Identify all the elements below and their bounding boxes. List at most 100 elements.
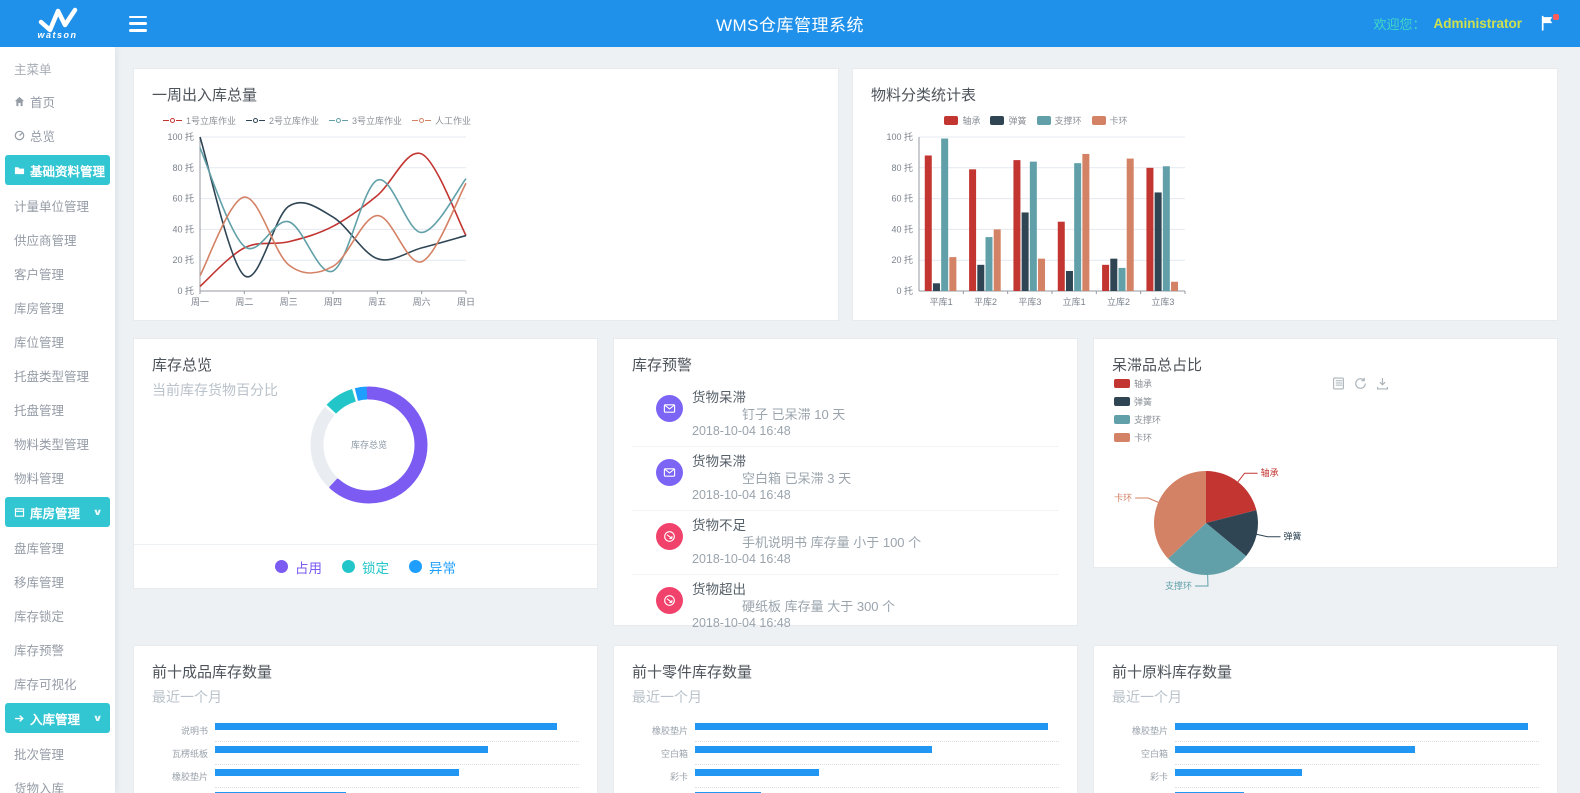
hbar-track xyxy=(695,719,1059,742)
sidebar-item-计量单位管理[interactable]: 计量单位管理 xyxy=(0,188,115,222)
bar-legend-marker xyxy=(1036,116,1051,125)
svg-text:周一: 周一 xyxy=(191,297,209,307)
donut-legend-占用[interactable]: 占用 xyxy=(275,557,322,577)
hbar-track xyxy=(1175,765,1539,788)
sidebar-item-库房管理[interactable]: 库房管理 xyxy=(0,290,115,324)
svg-text:40 托: 40 托 xyxy=(891,223,913,234)
sidebar-item-托盘类型管理[interactable]: 托盘类型管理 xyxy=(0,358,115,392)
sidebar-item-基础资料管理[interactable]: 基础资料管理 xyxy=(5,155,110,185)
brand-logo[interactable]: watson xyxy=(0,0,115,47)
hbar-row-空白箱: 空白箱 xyxy=(152,788,579,793)
raw-hbar-chart[interactable]: 橡胶垫片空白箱彩卡说明书 xyxy=(1112,719,1539,793)
alert-item-2[interactable]: 货物不足 手机说明书 库存量 小于 100 个 2018-10-04 16:48 xyxy=(632,511,1059,575)
donut-legend-异常[interactable]: 异常 xyxy=(409,557,456,577)
alert-item-1[interactable]: 货物呆滞 空白箱 已呆滞 3 天 2018-10-04 16:48 xyxy=(632,447,1059,511)
hbar-fill[interactable] xyxy=(1175,769,1303,776)
legend-item-卡环[interactable]: 卡环 xyxy=(1091,114,1128,127)
sidebar-item-库存预警[interactable]: 库存预警 xyxy=(0,632,115,666)
pie-legend-轴承[interactable]: 轴承 xyxy=(1114,377,1161,390)
legend-item-2号立库作业[interactable]: 2号立库作业 xyxy=(245,114,319,127)
card-title: 呆滞品总占比 xyxy=(1112,357,1203,374)
sidebar-item-移库管理[interactable]: 移库管理 xyxy=(0,564,115,598)
sidebar-item-客户管理[interactable]: 客户管理 xyxy=(0,256,115,290)
sidebar-item-库位管理[interactable]: 库位管理 xyxy=(0,324,115,358)
sidebar-item-货物入库[interactable]: 货物入库 xyxy=(0,770,115,793)
inventory-donut-chart[interactable]: 库存总览 xyxy=(294,370,444,520)
hbar-fill[interactable] xyxy=(215,769,459,776)
bar-支撑环-立库1 xyxy=(1074,163,1082,291)
username[interactable]: Administrator xyxy=(1433,16,1522,31)
sidebar-item-库存锁定[interactable]: 库存锁定 xyxy=(0,598,115,632)
sidebar-item-label: 总览 xyxy=(30,129,56,144)
card-stock-alerts: 库存预警 货物呆滞 钉子 已呆滞 10 天 2018-10-04 16:48 货物呆滞… xyxy=(613,338,1078,630)
donut-legend-锁定[interactable]: 锁定 xyxy=(342,557,389,577)
legend-item-人工作业[interactable]: 人工作业 xyxy=(412,114,471,127)
bar-弹簧-立库1 xyxy=(1065,270,1073,291)
pie-legend-卡环[interactable]: 卡环 xyxy=(1114,431,1161,444)
bar-chart-legend: 轴承 弹簧 支撑环 卡环 xyxy=(871,114,1201,127)
sidebar-item-供应商管理[interactable]: 供应商管理 xyxy=(0,222,115,256)
notification-flag-icon[interactable] xyxy=(1540,13,1559,33)
sidebar-item-入库管理[interactable]: 入库管理 ∨ xyxy=(5,703,110,733)
line-series-人工作业 xyxy=(199,182,467,276)
hbar-fill[interactable] xyxy=(1175,746,1416,753)
pie-legend-marker xyxy=(1114,415,1130,424)
sidebar-item-label: 库房管理 xyxy=(30,506,81,521)
folder-icon xyxy=(14,165,25,176)
hamburger-icon[interactable] xyxy=(129,15,151,32)
bar-轴承-立库2 xyxy=(1102,264,1110,291)
alert-time: 2018-10-04 16:48 xyxy=(692,488,791,502)
sidebar-item-物料管理[interactable]: 物料管理 xyxy=(0,460,115,494)
sidebar-item-首页[interactable]: 首页 xyxy=(0,84,115,118)
header-right: 欢迎您： Administrator xyxy=(1373,0,1559,47)
hbar-row-说明书: 说明书 xyxy=(1112,788,1539,793)
pie-legend-支撑环[interactable]: 支撑环 xyxy=(1114,413,1161,426)
alert-time: 2018-10-04 16:48 xyxy=(692,552,791,566)
sidebar-item-总览[interactable]: 总览 xyxy=(0,118,115,152)
legend-item-弹簧[interactable]: 弹簧 xyxy=(990,114,1027,127)
card-title: 一周出入库总量 xyxy=(152,87,258,104)
pie-legend-弹簧[interactable]: 弹簧 xyxy=(1114,395,1161,408)
alert-item-0[interactable]: 货物呆滞 钉子 已呆滞 10 天 2018-10-04 16:48 xyxy=(632,383,1059,447)
sidebar-item-批次管理[interactable]: 批次管理 xyxy=(0,736,115,770)
legend-dot xyxy=(409,560,422,573)
legend-label: 1号立库作业 xyxy=(185,116,236,126)
alert-content: 手机说明书 库存量 小于 100 个 xyxy=(742,535,922,550)
sidebar-item-库存可视化[interactable]: 库存可视化 xyxy=(0,666,115,700)
data-view-icon[interactable] xyxy=(1332,377,1345,390)
envelope-icon xyxy=(656,459,683,486)
legend-item-1号立库作业[interactable]: 1号立库作业 xyxy=(162,114,236,127)
svg-text:0 托: 0 托 xyxy=(177,285,194,296)
hbar-fill[interactable] xyxy=(1175,723,1529,730)
sidebar-item-label: 计量单位管理 xyxy=(14,199,90,214)
alert-time: 2018-10-04 16:48 xyxy=(692,424,791,438)
finished-hbar-chart[interactable]: 说明书瓦楞纸板橡胶垫片空白箱 xyxy=(152,719,579,793)
sidebar-item-物料类型管理[interactable]: 物料类型管理 xyxy=(0,426,115,460)
sidebar-item-托盘管理[interactable]: 托盘管理 xyxy=(0,392,115,426)
sidebar-item-库房管理[interactable]: 库房管理 ∨ xyxy=(5,497,110,527)
hbar-fill[interactable] xyxy=(695,723,1049,730)
legend-item-轴承[interactable]: 轴承 xyxy=(944,114,980,127)
dashboard: 一周出入库总量 1号立库作业 2号立库作业 3号立库作业 人工作业 0 托 20 托 40… xyxy=(115,47,1580,793)
hbar-fill[interactable] xyxy=(695,746,932,753)
parts-hbar-chart[interactable]: 橡胶垫片空白箱彩卡说明书 xyxy=(632,719,1059,793)
legend-item-3号立库作业[interactable]: 3号立库作业 xyxy=(329,114,402,127)
sidebar-item-盘库管理[interactable]: 盘库管理 xyxy=(0,530,115,564)
download-icon[interactable] xyxy=(1376,377,1389,390)
restore-icon[interactable] xyxy=(1354,377,1367,390)
legend-item-支撑环[interactable]: 支撑环 xyxy=(1036,114,1082,127)
hbar-fill[interactable] xyxy=(695,769,819,776)
weekly-line-chart[interactable]: 0 托 20 托 40 托 60 托 80 托 100 托周一 周二 周三 周四 周五 周六 周日 xyxy=(152,127,482,317)
hbar-fill[interactable] xyxy=(215,746,488,753)
hbar-track xyxy=(1175,788,1539,793)
alert-item-3[interactable]: 货物超出 硬纸板 库存量 大于 300 个 2018-10-04 16:48 xyxy=(632,575,1059,638)
hbar-track xyxy=(695,788,1059,793)
sidebar-item-label: 物料管理 xyxy=(14,471,65,486)
sidebar: 主菜单 首页 总览 基础资料管理 计量单位管理 供应商管理 客户管理 库房管理 库位管理 托盘类… xyxy=(0,47,115,793)
bar-支撑环-平库2 xyxy=(985,237,993,291)
legend-label: 卡环 xyxy=(1109,116,1128,126)
hbar-fill[interactable] xyxy=(215,723,558,730)
svg-text:40 托: 40 托 xyxy=(172,223,194,234)
